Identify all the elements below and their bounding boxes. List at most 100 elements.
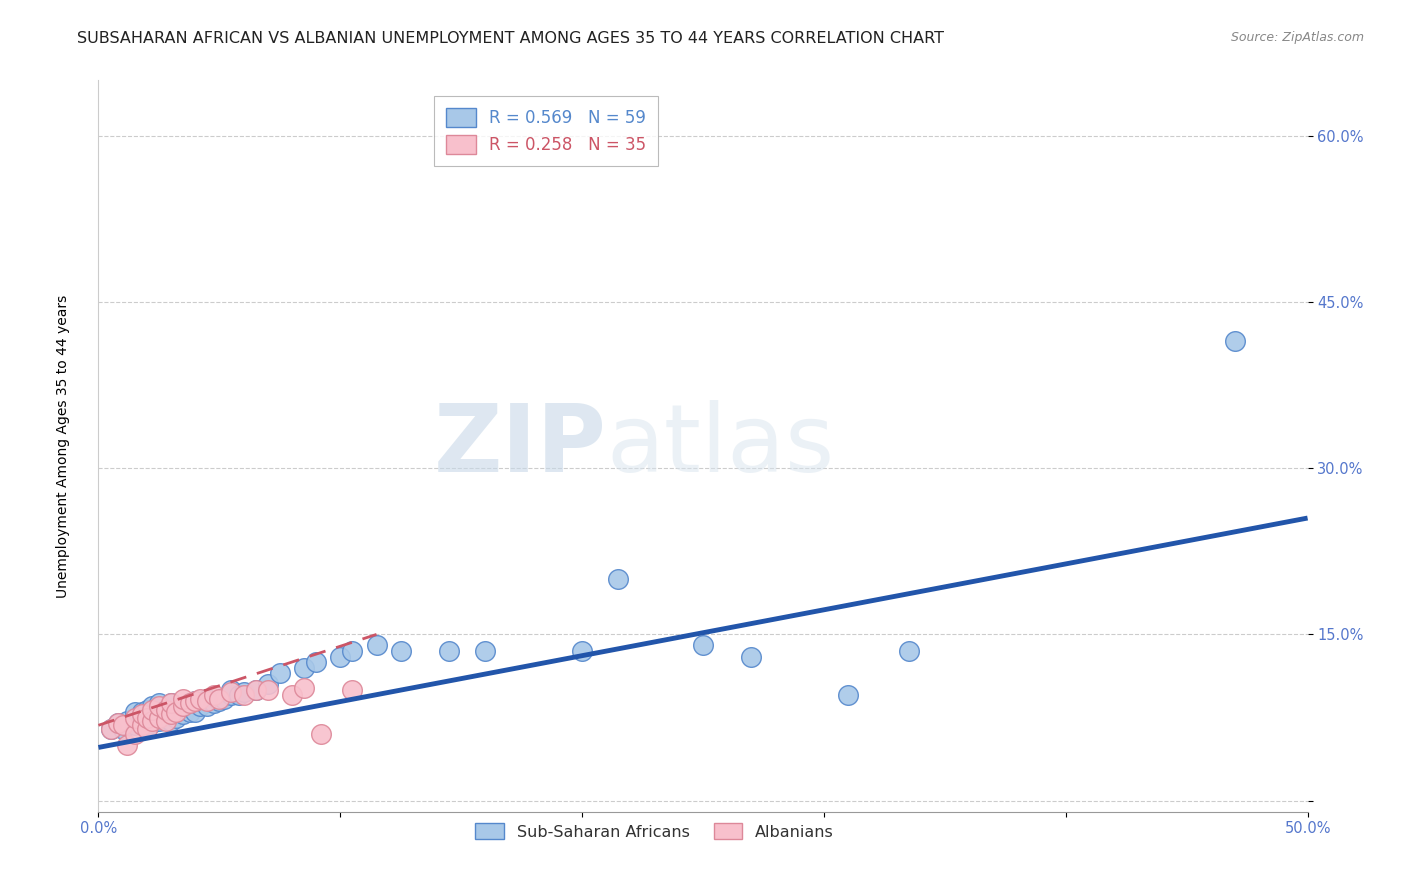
Point [160,707,183,722]
Point [309,727,332,741]
Point [160,696,183,710]
Text: SUBSAHARAN AFRICAN VS ALBANIAN UNEMPLOYMENT AMONG AGES 35 TO 44 YEARS CORRELATIO: SUBSAHARAN AFRICAN VS ALBANIAN UNEMPLOYM… [77,31,945,46]
Point [107,716,129,731]
Point [1223,334,1246,348]
Point [135,722,157,736]
Point [148,699,170,714]
Point [897,644,920,658]
Point [148,705,170,719]
Point [245,682,267,697]
Point [329,649,352,664]
Point [141,703,163,717]
Point [179,705,201,719]
Point [141,716,163,731]
Point [179,696,201,710]
Point [155,710,177,724]
Point [135,710,157,724]
Point [165,710,187,724]
Point [184,694,207,708]
Point [155,703,177,717]
Point [179,696,201,710]
Point [131,716,153,731]
Point [184,694,207,708]
Point [204,696,226,710]
Point [232,689,254,703]
Text: atlas: atlas [606,400,835,492]
Point [160,696,183,710]
Point [155,714,177,728]
Point [184,705,207,719]
Point [141,714,163,728]
Point [148,710,170,724]
Point [131,707,153,722]
Point [124,727,146,741]
Point [195,699,218,714]
Point [208,691,231,706]
Point [292,660,315,674]
Point [117,714,139,728]
Point [204,689,226,703]
Point [195,694,218,708]
Point [342,682,364,697]
Point [256,682,278,697]
Point [474,644,496,658]
Point [172,699,194,714]
Point [148,714,170,728]
Point [100,722,122,736]
Point [437,644,460,658]
Point [188,699,211,714]
Point [172,691,194,706]
Point [228,689,250,703]
Point [740,649,762,664]
Point [571,644,593,658]
Point [305,655,328,669]
Point [160,714,183,728]
Point [837,689,859,703]
Point [124,710,146,724]
Point [100,722,122,736]
Point [117,738,139,752]
Point [292,681,315,695]
Point [124,705,146,719]
Point [692,639,714,653]
Point [172,707,194,722]
Point [141,699,163,714]
Point [366,639,388,653]
Text: Unemployment Among Ages 35 to 44 years: Unemployment Among Ages 35 to 44 years [56,294,70,598]
Point [135,718,157,732]
Point [124,710,146,724]
Point [148,696,170,710]
Point [607,572,630,586]
Point [111,718,134,732]
Point [124,718,146,732]
Text: ZIP: ZIP [433,400,606,492]
Point [111,722,134,736]
Point [221,685,243,699]
Point [165,705,187,719]
Point [256,677,278,691]
Point [221,682,243,697]
Legend: Sub-Saharan Africans, Albanians: Sub-Saharan Africans, Albanians [467,815,842,847]
Point [135,710,157,724]
Point [131,710,153,724]
Point [131,705,153,719]
Point [107,716,129,731]
Point [281,689,304,703]
Point [221,689,243,703]
Point [389,644,412,658]
Point [172,699,194,714]
Point [245,682,267,697]
Point [155,703,177,717]
Point [131,718,153,732]
Point [212,691,235,706]
Point [160,705,183,719]
Point [208,694,231,708]
Point [342,644,364,658]
Point [232,685,254,699]
Point [269,666,291,681]
Point [188,691,211,706]
Point [141,707,163,722]
Point [195,691,218,706]
Point [135,703,157,717]
Text: Source: ZipAtlas.com: Source: ZipAtlas.com [1230,31,1364,45]
